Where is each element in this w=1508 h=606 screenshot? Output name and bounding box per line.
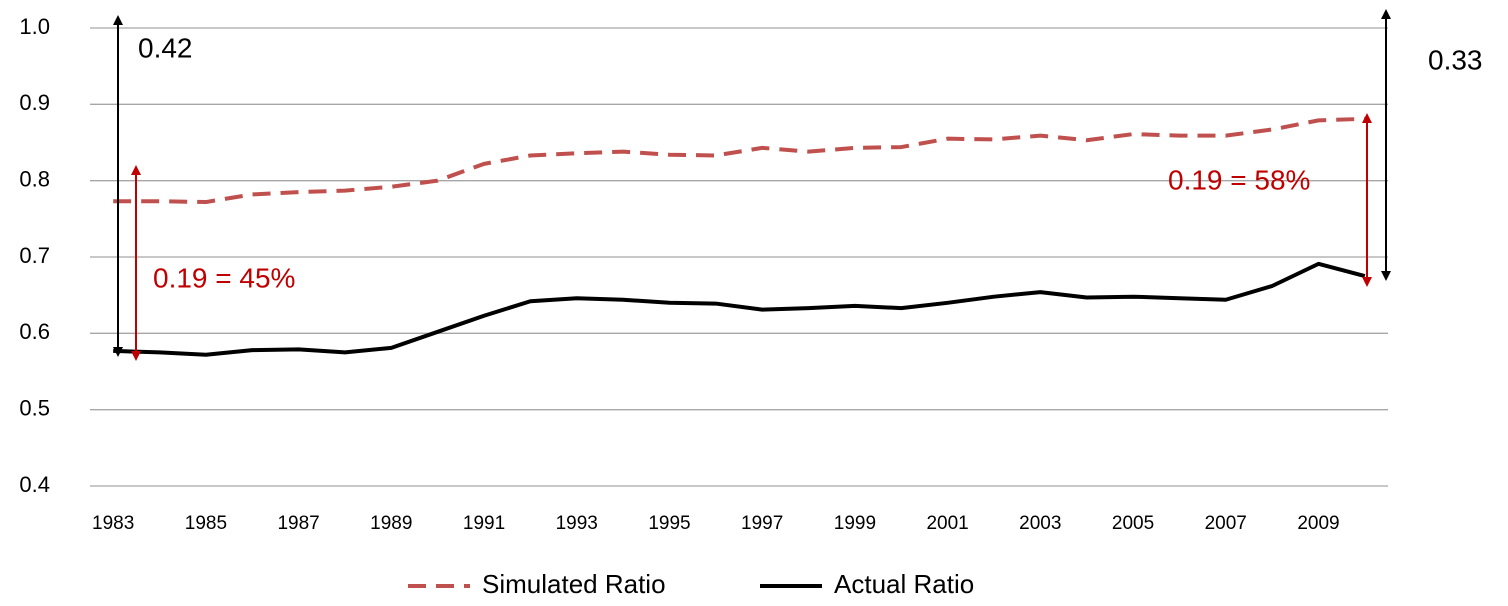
x-tick-label: 1999 bbox=[834, 513, 876, 534]
y-tick-label: 0.8 bbox=[19, 166, 50, 191]
legend-label: Simulated Ratio bbox=[482, 569, 666, 599]
x-tick-label: 1993 bbox=[556, 513, 598, 534]
y-tick-label: 0.6 bbox=[19, 319, 50, 344]
x-tick-label: 1997 bbox=[741, 513, 783, 534]
x-tick-label: 1995 bbox=[648, 513, 690, 534]
y-tick-label: 1.0 bbox=[19, 14, 50, 39]
x-tick-label: 2003 bbox=[1019, 513, 1061, 534]
legend-label: Actual Ratio bbox=[834, 569, 974, 599]
x-tick-label: 1985 bbox=[185, 513, 227, 534]
x-tick-label: 2009 bbox=[1297, 513, 1339, 534]
y-tick-label: 0.7 bbox=[19, 243, 50, 268]
y-tick-label: 0.9 bbox=[19, 90, 50, 115]
y-tick-label: 0.4 bbox=[19, 472, 50, 497]
x-tick-label: 1989 bbox=[370, 513, 412, 534]
x-tick-label: 1987 bbox=[277, 513, 319, 534]
y-tick-label: 0.5 bbox=[19, 395, 50, 420]
series-line bbox=[113, 261, 1366, 357]
annotation: 0.19 = 58% bbox=[1168, 164, 1310, 195]
annotation: 0.19 = 45% bbox=[153, 262, 295, 293]
series-line bbox=[113, 116, 1365, 205]
x-tick-label: 1983 bbox=[92, 513, 134, 534]
annotation: 0.33 bbox=[1428, 44, 1483, 75]
x-tick-label: 2007 bbox=[1205, 513, 1247, 534]
x-tick-label: 2001 bbox=[926, 513, 968, 534]
x-tick-label: 1991 bbox=[463, 513, 505, 534]
annotation: 0.42 bbox=[138, 32, 193, 63]
plot-area: 0.4 0.5 0.6 0.7 0.8 0.9 1.0 1983 1985 1987 1989 199… bbox=[19, 14, 1388, 534]
x-tick-label: 2005 bbox=[1112, 513, 1154, 534]
